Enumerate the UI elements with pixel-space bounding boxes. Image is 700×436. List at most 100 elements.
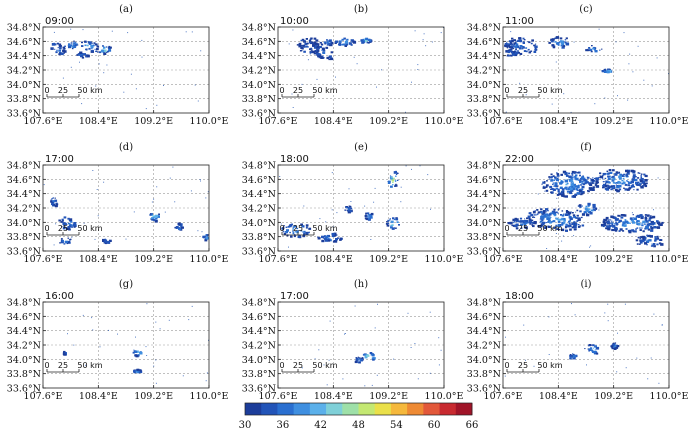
colorbar-tick-label: 36: [276, 420, 289, 431]
scale-bar-label: 50 km: [312, 86, 337, 95]
colorbar-swatch: [390, 403, 408, 415]
x-tick-label: 109.2°E: [594, 391, 633, 402]
echo-cell: [202, 234, 209, 242]
echo-cell: [323, 39, 334, 47]
x-tick-label: 108.4°E: [539, 391, 578, 402]
y-tick-label: 34.8°N: [242, 23, 276, 34]
panel-time: 18:00: [505, 291, 534, 302]
y-tick-label: 33.6°N: [7, 247, 41, 258]
echo-cell: [81, 40, 100, 53]
y-tick-label: 33.8°N: [242, 369, 276, 380]
scale-bar-label: 50 km: [537, 86, 562, 95]
x-tick-label: 110.0°E: [650, 391, 689, 402]
y-tick-label: 34.6°N: [7, 175, 41, 186]
panel-label: (f): [580, 142, 592, 153]
x-tick-label: 107.6°E: [24, 116, 63, 127]
y-tick-label: 34.2°N: [467, 66, 501, 77]
echo-cell: [58, 216, 77, 231]
colorbar-frame: [244, 402, 473, 416]
echo-cell: [364, 212, 374, 221]
echo-layer: [504, 303, 669, 388]
y-tick-label: 33.8°N: [467, 94, 501, 105]
panel-a: 107.6°E 108.4°E 109.2°E 110.0°E 33.6°N 33.8°N…: [7, 4, 229, 127]
scale-bar-label: 0: [504, 224, 509, 233]
y-tick-label: 34.6°N: [242, 312, 276, 323]
panel-time: 16:00: [45, 291, 74, 302]
x-tick-label: 110.0°E: [425, 391, 464, 402]
scale-bar-label: 25: [58, 86, 68, 95]
y-tick-label: 33.6°N: [7, 109, 41, 120]
colorbar-tick-label: 42: [314, 420, 327, 431]
x-tick-label: 108.4°E: [79, 116, 118, 127]
y-tick-label: 34.2°N: [242, 204, 276, 215]
echo-layer: [43, 166, 209, 246]
echo-cell: [595, 169, 648, 193]
x-tick-label: 107.6°E: [259, 391, 298, 402]
panel-time: 22:00: [505, 154, 534, 165]
panel-time: 17:00: [280, 291, 309, 302]
echo-cell: [62, 350, 67, 356]
y-tick-label: 33.8°N: [467, 369, 501, 380]
y-tick-label: 34.6°N: [467, 312, 501, 323]
x-tick-label: 109.2°E: [369, 391, 408, 402]
echo-cell: [505, 49, 518, 57]
colorbar-swatch: [455, 403, 473, 415]
scale-bar-label: 0: [44, 224, 49, 233]
scale-bar-label: 50 km: [77, 361, 102, 370]
scale-bar-label: 50 km: [312, 224, 337, 233]
scale-bar-label: 25: [293, 86, 303, 95]
colorbar-swatch: [423, 403, 440, 415]
panel-time: 09:00: [45, 16, 74, 27]
x-tick-label: 110.0°E: [425, 254, 464, 265]
echo-cell: [76, 51, 90, 59]
panel-b: 107.6°E 108.4°E 109.2°E 110.0°E 33.6°N 33.8°N…: [242, 4, 464, 127]
colorbar-swatch: [277, 403, 295, 415]
x-tick-label: 109.2°E: [594, 254, 633, 265]
x-tick-label: 107.6°E: [484, 116, 523, 127]
y-tick-label: 34.4°N: [7, 51, 41, 62]
scale-bar-label: 25: [293, 361, 303, 370]
x-tick-label: 109.2°E: [594, 116, 633, 127]
colorbar-swatch: [261, 403, 278, 415]
scale-bar-label: 25: [58, 361, 68, 370]
scale-bar-label: 0: [504, 86, 509, 95]
echo-cell: [576, 202, 598, 217]
scale-bar-label: 25: [58, 224, 68, 233]
y-tick-label: 34.2°N: [467, 204, 501, 215]
x-tick-label: 108.4°E: [314, 391, 353, 402]
echo-cell: [585, 45, 603, 53]
y-tick-label: 34.0°N: [467, 80, 501, 91]
panel-label: (g): [119, 279, 133, 290]
panel-h: 107.6°E 108.4°E 109.2°E 110.0°E 33.6°N 33.8°N…: [242, 279, 464, 402]
colorbar-swatch: [374, 403, 392, 415]
panel-label: (c): [579, 4, 593, 15]
colorbar-swatch: [245, 403, 262, 415]
scale-bar-label: 25: [518, 224, 528, 233]
y-tick-label: 34.6°N: [7, 37, 41, 48]
echo-cell: [507, 217, 537, 230]
scale-bar-label: 0: [44, 86, 49, 95]
x-tick-label: 110.0°E: [190, 391, 229, 402]
panel-label: (d): [119, 142, 133, 153]
echo-cell: [95, 45, 112, 55]
y-tick-label: 33.8°N: [7, 94, 41, 105]
y-tick-label: 34.4°N: [242, 189, 276, 200]
echo-cell: [317, 232, 343, 243]
y-tick-label: 33.8°N: [242, 94, 276, 105]
panel-label: (e): [354, 142, 368, 153]
y-tick-label: 34.8°N: [467, 298, 501, 309]
y-tick-label: 34.0°N: [7, 80, 41, 91]
y-tick-label: 34.2°N: [242, 66, 276, 77]
echo-layer: [279, 165, 431, 248]
y-tick-label: 34.8°N: [7, 161, 41, 172]
echo-cell: [360, 37, 373, 44]
echo-cell: [133, 368, 143, 374]
panel-label: (a): [119, 4, 133, 15]
colorbar-swatch: [342, 403, 359, 415]
y-tick-label: 34.6°N: [467, 175, 501, 186]
echo-cell: [174, 222, 184, 231]
echo-cell: [635, 234, 664, 248]
x-tick-label: 109.2°E: [369, 116, 408, 127]
scale-bar-label: 25: [293, 224, 303, 233]
echo-layer: [504, 28, 669, 113]
